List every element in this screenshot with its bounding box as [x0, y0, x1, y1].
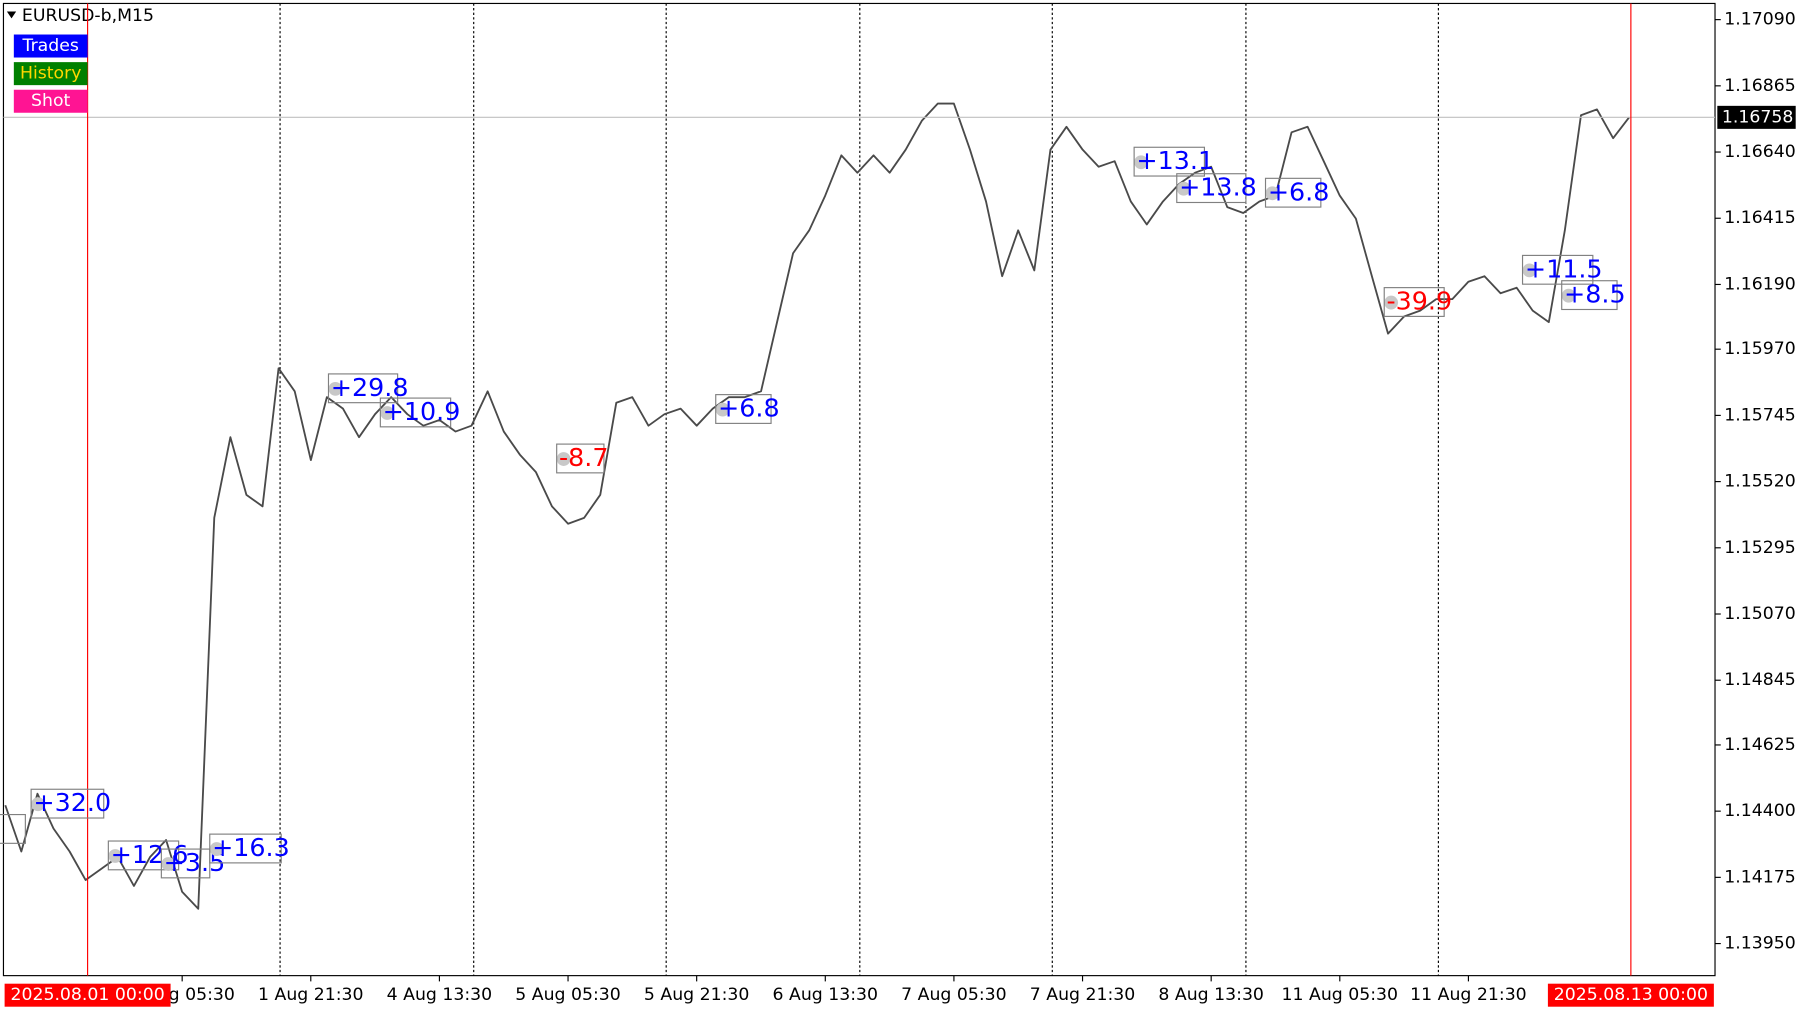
y-tick-label: 1.16640	[1724, 142, 1795, 162]
vertical-line-label-bg	[4, 983, 171, 1007]
trade-box	[556, 443, 605, 474]
trade-marker	[328, 381, 343, 396]
x-tick-label: 11 Aug 05:30	[1282, 985, 1399, 1005]
trade-marker	[1265, 186, 1280, 201]
y-tick-label: 1.16190	[1724, 274, 1795, 294]
x-tick-label: 7 Aug 21:30	[1030, 985, 1136, 1005]
price-line	[4, 102, 1630, 910]
trade-box	[209, 833, 282, 864]
y-tick-label: 1.15970	[1724, 339, 1795, 359]
trade-box	[30, 788, 105, 819]
trade-box	[1133, 146, 1206, 177]
trade-marker	[1561, 288, 1576, 303]
y-tick-label: 1.15520	[1724, 472, 1795, 492]
trade-marker	[1134, 155, 1148, 170]
trade-label: +11.5	[1525, 253, 1603, 283]
y-tick-label: 1.13950	[1724, 934, 1795, 954]
current-price-label: 1.16758	[1722, 107, 1793, 127]
x-tick-label: 7 Aug 05:30	[901, 985, 1007, 1005]
current-price-label-bg	[1717, 105, 1796, 129]
plot-frame	[2, 2, 1716, 977]
trade-marker	[31, 797, 45, 812]
x-tick-label: 1 Aug 21:30	[258, 985, 364, 1005]
x-tick-label: 11 Aug 21:30	[1410, 985, 1527, 1005]
trade-label: +12.6	[111, 839, 189, 869]
trade-box	[107, 840, 180, 871]
trade-marker	[1176, 181, 1191, 196]
y-tick-label: 1.15070	[1724, 604, 1795, 624]
y-tick-label: 1.14175	[1724, 867, 1795, 887]
button-label[interactable]: Trades	[22, 36, 79, 56]
button[interactable]	[13, 89, 88, 113]
y-tick-label: 1.16865	[1724, 76, 1795, 96]
trade-box	[1264, 177, 1322, 208]
trade-label: +16.3	[212, 832, 290, 862]
symbol-menu-arrow[interactable]	[6, 11, 17, 19]
trade-marker	[556, 452, 571, 466]
y-tick-label: 1.17090	[1724, 10, 1795, 30]
trade-label: +32.0	[33, 787, 111, 817]
trade-marker	[1384, 295, 1399, 310]
trade-box	[327, 373, 399, 404]
trade-label: +29.8	[331, 372, 409, 402]
x-tick-label: 8 Aug 13:30	[1158, 985, 1264, 1005]
trade-box	[1383, 287, 1445, 317]
vertical-line-label: 2025.08.01 00:00	[10, 985, 164, 1005]
period-separators	[279, 3, 1439, 976]
y-tick-label: 1.14625	[1724, 735, 1795, 755]
button[interactable]	[13, 34, 88, 58]
trade-box	[715, 394, 772, 424]
trade-label: +13.8	[1179, 172, 1257, 202]
button-label[interactable]: Shot	[31, 91, 71, 111]
trade-marker	[380, 406, 395, 420]
trade-label: -39.9	[1387, 286, 1453, 316]
trade-box	[1521, 254, 1594, 285]
x-tick-label: 5 Aug 05:30	[515, 985, 621, 1005]
button[interactable]	[13, 62, 88, 86]
vertical-line-label-bg	[1547, 983, 1714, 1007]
x-tick-label: 5 Aug 21:30	[644, 985, 750, 1005]
trade-label: +6.8	[1268, 176, 1330, 206]
trade-label: +8.5	[1564, 279, 1626, 309]
trade-box	[0, 813, 26, 844]
trade-box	[1176, 173, 1247, 204]
y-tick-label: 1.15745	[1724, 405, 1795, 425]
trade-box	[379, 397, 452, 428]
y-tick-label: 1.14400	[1724, 801, 1795, 821]
y-tick-label: 1.15295	[1724, 538, 1795, 558]
trade-marker	[161, 857, 176, 871]
vertical-line-label: 2025.08.13 00:00	[1554, 985, 1708, 1005]
y-tick-label: 1.14845	[1724, 670, 1795, 690]
trade-label: +13.1	[1136, 145, 1214, 175]
trade-label: -8.7	[559, 442, 608, 472]
trade-marker	[108, 849, 123, 863]
trade-box	[1561, 280, 1618, 311]
button-label[interactable]: History	[20, 64, 81, 84]
plot-area	[4, 102, 1630, 910]
trade-label: +6.8	[718, 393, 780, 423]
trade-label: +10.9	[383, 396, 461, 426]
x-tick-label: 4 Aug 13:30	[387, 985, 493, 1005]
x-tick-label: 6 Aug 13:30	[773, 985, 879, 1005]
y-tick-label: 1.16415	[1724, 208, 1795, 228]
trade-marker	[715, 402, 730, 417]
trade-marker	[209, 842, 224, 856]
trade-marker	[1522, 263, 1537, 278]
